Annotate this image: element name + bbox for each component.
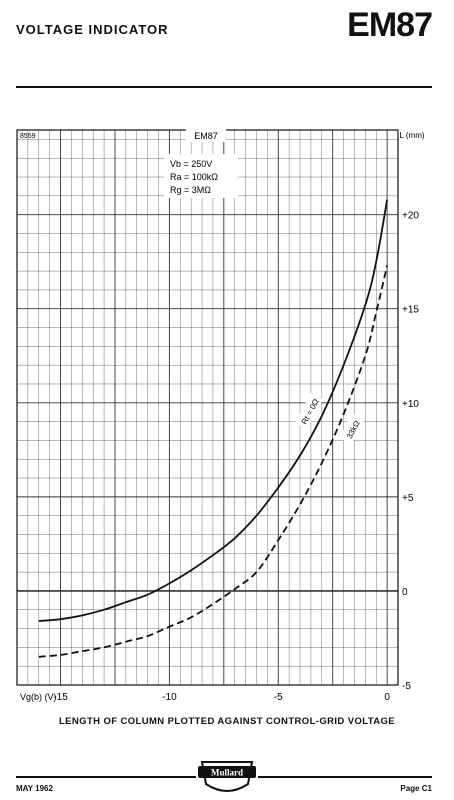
valve-label-box: [186, 128, 226, 142]
chart-labels: 8559 EM87 Vb = 250V Ra = 100kΩ Rg = 3MΩ …: [20, 128, 425, 702]
x-tick-label: -5: [274, 692, 283, 703]
series-line-1: [38, 265, 388, 658]
length-vs-grid-voltage-chart: -15 -10 -5 0 -5 0 +5 +10 +15 +20 8559 EM87 Vb = 2…: [16, 128, 425, 703]
x-tick-label: -15: [53, 692, 68, 703]
condition-rg: Rg = 3MΩ: [170, 185, 211, 195]
logo-text: Mullard: [211, 768, 243, 778]
y-tick-label: +20: [402, 211, 419, 222]
x-tick-label: -10: [162, 692, 177, 703]
y-tick-label: +5: [402, 493, 414, 504]
y-tick-label: +10: [402, 399, 419, 410]
valve-type: EM87: [347, 6, 433, 44]
mullard-logo: Mullard: [198, 761, 256, 792]
condition-ra: Ra = 100kΩ: [170, 172, 218, 182]
x-axis-label: Vg(b) (V): [20, 692, 57, 702]
series-label-1-box: [339, 413, 365, 445]
plot-frame: [16, 129, 399, 686]
footer-date: MAY 1962: [16, 784, 53, 793]
chart-caption: LENGTH OF COLUMN PLOTTED AGAINST CONTROL…: [58, 716, 396, 727]
footer-rule-right: [258, 776, 432, 778]
footer-rule-left: [16, 776, 196, 778]
series-label-0-box: [294, 392, 324, 430]
y-tick-label: -5: [402, 681, 411, 692]
valve-label: EM87: [194, 131, 218, 141]
y-tick-label: 0: [402, 587, 408, 598]
conditions-box: [164, 154, 238, 198]
document-title: VOLTAGE INDICATOR: [16, 22, 169, 37]
y-tick-label: +15: [402, 305, 419, 316]
condition-vb: Vb = 250V: [170, 159, 212, 169]
series-line-0: [38, 199, 388, 622]
header-rule: [16, 86, 432, 88]
grid: [16, 130, 399, 686]
x-tick-label: 0: [384, 692, 390, 703]
axis-ticks: -15 -10 -5 0 -5 0 +5 +10 +15 +20: [53, 211, 419, 703]
y-axis-label: L (mm): [399, 131, 424, 140]
series: [38, 199, 388, 658]
figure-reference: 8559: [20, 133, 36, 140]
footer-page: Page C1: [400, 784, 432, 793]
